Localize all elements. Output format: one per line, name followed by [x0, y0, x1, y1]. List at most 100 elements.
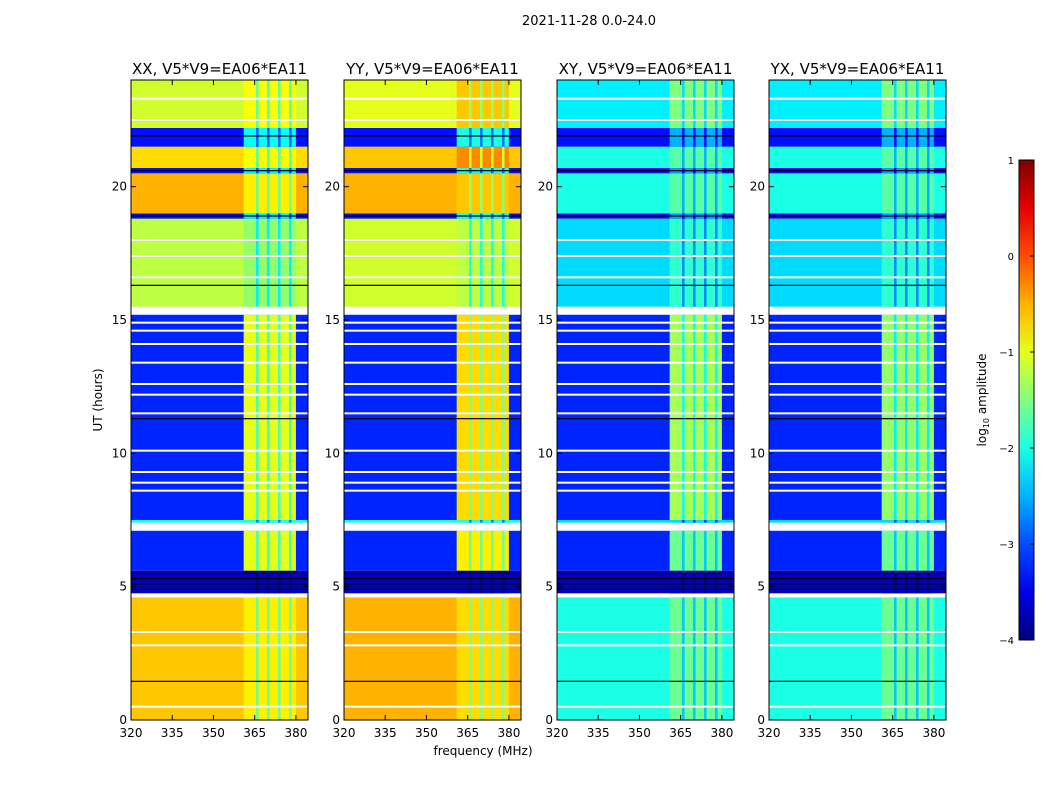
black-line	[769, 135, 946, 137]
black-line	[131, 215, 308, 217]
heatmap-cell	[669, 173, 722, 214]
heatmap-stripe	[469, 146, 472, 168]
colorbar-tick-label: −3	[999, 540, 1014, 551]
heatmap-stripe	[267, 530, 270, 571]
heatmap-stripe	[916, 520, 919, 523]
heatmap-stripe	[502, 80, 505, 128]
heatmap-stripe	[491, 597, 494, 720]
heatmap-stripe	[916, 80, 919, 128]
flagged-line	[131, 481, 308, 484]
colorbar-tick-label: 0	[1008, 252, 1014, 263]
black-line	[769, 418, 946, 420]
x-axis-label: frequency (MHz)	[433, 744, 532, 758]
y-tick-label: 20	[112, 180, 127, 194]
heatmap-stripe	[905, 314, 908, 520]
heatmap-stripe	[894, 597, 897, 720]
y-tick-label: 10	[750, 446, 765, 460]
flagged-line	[769, 481, 946, 484]
x-tick-label: 335	[161, 726, 184, 740]
black-line	[131, 135, 308, 137]
flagged-line	[769, 97, 946, 100]
heatmap-stripe	[894, 218, 897, 307]
heatmap-stripe	[267, 218, 270, 307]
heatmap-cell	[131, 520, 308, 523]
flagged-gap	[131, 306, 308, 315]
heatmap-cell	[243, 314, 296, 520]
black-line	[344, 418, 521, 420]
heatmap-stripe	[682, 314, 685, 520]
flagged-gap	[557, 306, 734, 315]
y-tick-label: 5	[545, 580, 553, 594]
heatmap-stripe	[267, 570, 270, 594]
heatmap-stripe	[682, 530, 685, 571]
heatmap-stripe	[693, 146, 696, 168]
flagged-line	[131, 329, 308, 332]
flagged-line	[344, 393, 521, 396]
flagged-gap	[557, 593, 734, 598]
black-line	[131, 418, 308, 420]
flagged-line	[769, 383, 946, 385]
heatmap-stripe	[916, 218, 919, 307]
heatmap-cell	[456, 314, 509, 520]
y-tick-label: 15	[538, 313, 553, 327]
heatmap-stripe	[704, 218, 707, 307]
heatmap-stripe	[480, 520, 483, 523]
heatmap-stripe	[927, 80, 930, 128]
heatmap-stripe	[480, 218, 483, 307]
y-tick-label: 20	[538, 180, 553, 194]
colorbar-tick-label: −1	[999, 348, 1014, 359]
heatmap-stripe	[469, 597, 472, 720]
colorbar-tick-label: 1	[1008, 156, 1014, 167]
colorbar-tick-label: −4	[999, 636, 1014, 647]
flagged-line	[769, 449, 946, 452]
x-tick-label: 350	[415, 726, 438, 740]
flagged-line	[344, 329, 521, 332]
flagged-line	[131, 361, 308, 364]
flagged-line	[344, 644, 521, 647]
colorbar	[1018, 159, 1035, 641]
black-line	[557, 578, 734, 580]
flagged-gap	[344, 306, 521, 315]
colorbar-tick-label: −2	[999, 444, 1014, 455]
x-tick-label: 380	[922, 726, 945, 740]
flagged-line	[344, 97, 521, 100]
heatmap-stripe	[894, 146, 897, 168]
heatmap-stripe	[469, 314, 472, 520]
x-tick-label: 365	[881, 726, 904, 740]
heatmap-stripe	[278, 146, 281, 168]
panel-title: XY, V5*V9=EA06*EA11	[559, 60, 733, 78]
heatmap-stripe	[278, 570, 281, 594]
flagged-line	[557, 321, 734, 324]
flagged-line	[131, 239, 308, 241]
heatmap-stripe	[278, 128, 281, 147]
black-line	[557, 572, 734, 574]
heatmap-stripe	[715, 570, 718, 594]
heatmap-cell	[669, 520, 722, 523]
black-line	[344, 170, 521, 172]
flagged-line	[769, 276, 946, 279]
heatmap-cell	[456, 530, 509, 571]
x-tick-label: 320	[333, 726, 356, 740]
heatmap-stripe	[267, 80, 270, 128]
y-tick-label: 20	[325, 180, 340, 194]
heatmap-stripe	[905, 218, 908, 307]
heatmap-cell	[243, 520, 296, 523]
flagged-line	[131, 393, 308, 396]
flagged-line	[344, 412, 521, 415]
heatmap-stripe	[916, 314, 919, 520]
flagged-line	[557, 412, 734, 415]
heatmap-stripe	[278, 520, 281, 523]
heatmap-cell	[456, 173, 509, 214]
heatmap-stripe	[256, 218, 259, 307]
black-line	[131, 284, 308, 286]
heatmap-cell	[243, 146, 296, 168]
heatmap-stripe	[502, 146, 505, 168]
y-tick-label: 10	[325, 446, 340, 460]
flagged-line	[769, 393, 946, 396]
x-tick-label: 380	[497, 726, 520, 740]
heatmap-stripe	[289, 520, 292, 523]
flagged-line	[131, 449, 308, 452]
heatmap-stripe	[278, 80, 281, 128]
x-tick-label: 350	[840, 726, 863, 740]
heatmap-stripe	[715, 80, 718, 128]
